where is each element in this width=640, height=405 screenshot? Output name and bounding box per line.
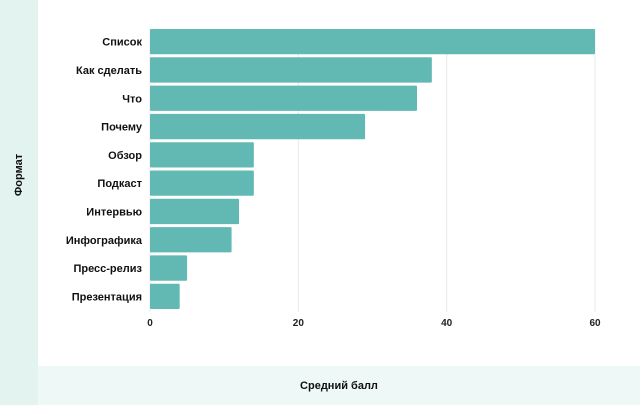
x-tick-label: 40 bbox=[441, 318, 453, 329]
bar-chart: Список Как сделать Что Почему Обзор Подкаст Ин… bbox=[66, 29, 601, 329]
y-axis-band: Формат bbox=[0, 0, 38, 405]
bar bbox=[150, 198, 239, 225]
category-label: Как сделать bbox=[76, 65, 142, 77]
bar bbox=[150, 85, 417, 111]
x-tick-labels: 0 20 40 60 bbox=[147, 318, 601, 329]
bar bbox=[150, 283, 180, 309]
bar bbox=[150, 170, 254, 196]
bar bbox=[150, 57, 432, 83]
x-axis-title: Средний балл bbox=[300, 379, 378, 392]
category-label: Пресс-релиз bbox=[73, 263, 142, 275]
x-tick-label: 0 bbox=[147, 318, 153, 329]
bar bbox=[150, 255, 188, 281]
category-label: Презентация bbox=[72, 291, 142, 303]
bar bbox=[150, 113, 366, 140]
category-label: Инфографика bbox=[66, 235, 143, 247]
bar bbox=[150, 29, 595, 55]
category-label: Обзор bbox=[108, 150, 142, 162]
category-label: Список bbox=[102, 37, 142, 49]
x-tick-label: 60 bbox=[589, 318, 601, 329]
x-axis-band: Средний балл bbox=[38, 366, 640, 405]
bar bbox=[150, 227, 232, 253]
category-label: Интервью bbox=[86, 206, 142, 218]
bars bbox=[150, 29, 595, 309]
x-tick-label: 20 bbox=[293, 318, 305, 329]
category-labels: Список Как сделать Что Почему Обзор Подкаст Ин… bbox=[66, 37, 143, 304]
category-label: Почему bbox=[101, 122, 143, 134]
category-label: Подкаст bbox=[97, 178, 142, 190]
category-label: Что bbox=[122, 93, 142, 105]
bar bbox=[150, 142, 254, 168]
